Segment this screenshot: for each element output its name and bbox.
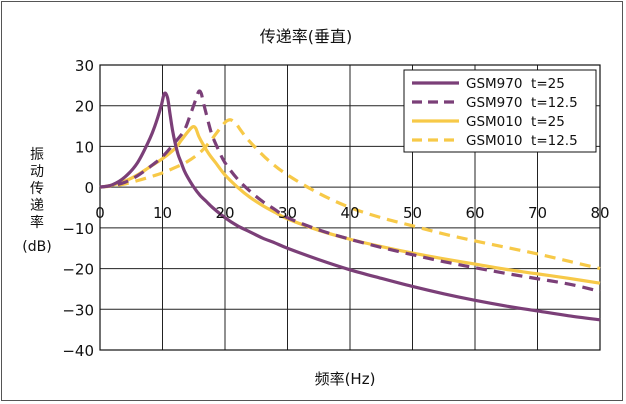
y-axis-label-char: 递 bbox=[30, 198, 44, 214]
y-tick-label: −10 bbox=[62, 220, 94, 238]
series-lines bbox=[99, 89, 601, 322]
series-line-3 bbox=[99, 118, 601, 271]
series-line-2 bbox=[99, 124, 601, 285]
legend-label-1: GSM970 t=12.5 bbox=[466, 95, 578, 111]
series-line-1 bbox=[99, 89, 601, 293]
y-axis-label-unit: (dB) bbox=[22, 239, 51, 255]
legend-label-0: GSM970 t=25 bbox=[466, 76, 565, 92]
y-tick-label: 30 bbox=[75, 57, 94, 75]
x-tick-label: 10 bbox=[153, 204, 172, 222]
x-axis-label: 频率(Hz) bbox=[315, 370, 376, 388]
x-tick-label: 30 bbox=[278, 204, 297, 222]
series-line-0 bbox=[99, 91, 601, 322]
x-tick-label: 80 bbox=[590, 204, 609, 222]
x-tick-labels: 0 10 20 30 40 50 60 70 80 bbox=[95, 204, 609, 222]
y-axis-label-char: 振 bbox=[30, 147, 44, 163]
x-tick-label: 20 bbox=[215, 204, 234, 222]
legend: GSM970 t=25 GSM970 t=12.5 GSM010 t=25 GSM01… bbox=[403, 69, 597, 153]
y-axis-label-char: 动 bbox=[30, 164, 44, 180]
y-tick-labels: 30 20 10 0 −10 −20 −30 −40 bbox=[62, 57, 94, 360]
plot-border bbox=[99, 64, 601, 351]
x-tick-label: 70 bbox=[528, 204, 547, 222]
x-tick-label: 60 bbox=[465, 204, 484, 222]
x-tick-label: 0 bbox=[95, 204, 105, 222]
x-tick-label: 50 bbox=[403, 204, 422, 222]
y-axis-label-char: 传 bbox=[30, 181, 44, 197]
legend-label-2: GSM010 t=25 bbox=[466, 114, 565, 130]
y-tick-label: 0 bbox=[84, 179, 94, 197]
x-tick-label: 40 bbox=[340, 204, 359, 222]
chart-title: 传递率(垂直) bbox=[260, 27, 353, 46]
y-tick-label: −40 bbox=[62, 342, 94, 360]
y-tick-label: −30 bbox=[62, 301, 94, 319]
y-tick-label: 10 bbox=[75, 138, 94, 156]
transmissibility-chart: 传递率(垂直) 0 10 20 30 40 50 60 70 80 3020100−10−20−… bbox=[22, 27, 609, 388]
y-axis-label-char: 率 bbox=[30, 214, 44, 231]
y-tick-label: 20 bbox=[75, 98, 94, 116]
legend-label-3: GSM010 t=12.5 bbox=[466, 133, 578, 149]
y-tick-label: −20 bbox=[62, 261, 94, 279]
